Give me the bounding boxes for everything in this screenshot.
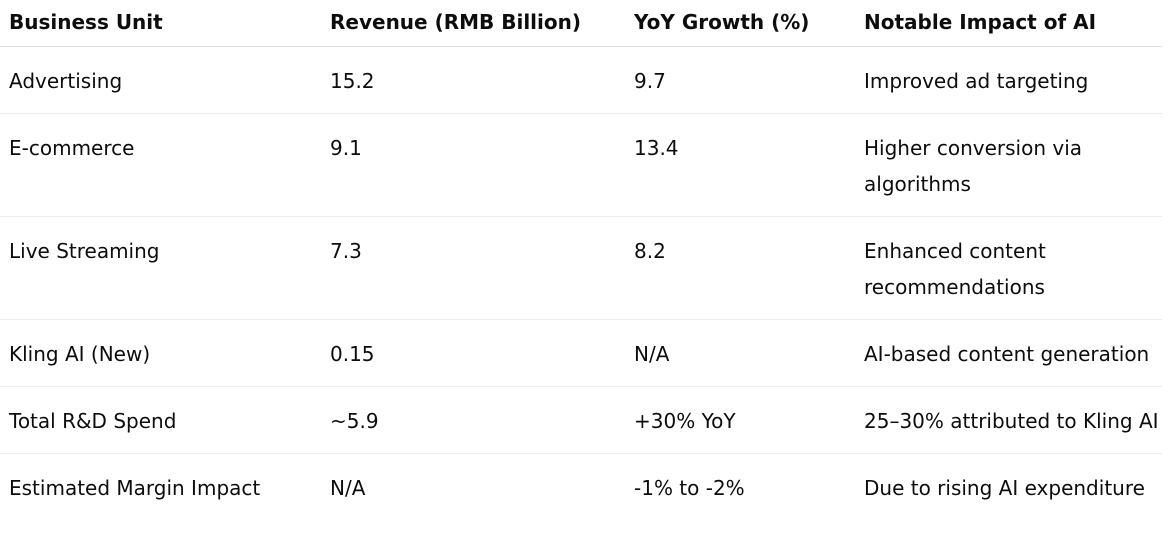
cell-revenue: 9.1	[330, 136, 362, 160]
cell-yoy-growth: -1% to -2%	[634, 476, 745, 500]
cell-ai-impact: Due to rising AI expenditure	[864, 476, 1145, 500]
cell-revenue: 15.2	[330, 69, 375, 93]
cell-yoy-growth: 9.7	[634, 69, 666, 93]
cell-yoy-growth: N/A	[634, 342, 670, 366]
table-header-row: Business Unit Revenue (RMB Billion) YoY …	[0, 0, 1162, 47]
cell-business-unit: Advertising	[9, 69, 123, 93]
cell-yoy-growth: 8.2	[634, 239, 666, 263]
table-row: Estimated Margin Impact N/A -1% to -2% D…	[0, 454, 1162, 521]
cell-revenue: 7.3	[330, 239, 362, 263]
cell-ai-impact: Improved ad targeting	[864, 69, 1089, 93]
cell-yoy-growth: 13.4	[634, 136, 679, 160]
cell-revenue: 0.15	[330, 342, 375, 366]
header-yoy-growth: YoY Growth (%)	[626, 0, 856, 47]
table-row: Advertising 15.2 9.7 Improved ad targeti…	[0, 47, 1162, 114]
header-ai-impact: Notable Impact of AI	[856, 0, 1162, 47]
table-row: E-commerce 9.1 13.4 Higher conversion vi…	[0, 114, 1162, 217]
table-row: Live Streaming 7.3 8.2 Enhanced content …	[0, 217, 1162, 320]
business-unit-table: Business Unit Revenue (RMB Billion) YoY …	[0, 0, 1162, 521]
cell-yoy-growth: +30% YoY	[634, 409, 736, 433]
cell-ai-impact: AI-based content generation	[864, 342, 1150, 366]
header-revenue: Revenue (RMB Billion)	[322, 0, 626, 47]
cell-business-unit: Estimated Margin Impact	[9, 476, 261, 500]
table-row: Total R&D Spend ~5.9 +30% YoY 25–30% att…	[0, 387, 1162, 454]
cell-revenue: N/A	[330, 476, 366, 500]
cell-revenue: ~5.9	[330, 409, 379, 433]
cell-ai-impact: Enhanced content recommendations	[864, 239, 1046, 299]
cell-ai-impact: Higher conversion via algorithms	[864, 136, 1083, 196]
cell-business-unit: Kling AI (New)	[9, 342, 151, 366]
cell-ai-impact: 25–30% attributed to Kling AI	[864, 409, 1159, 433]
header-business-unit: Business Unit	[0, 0, 322, 47]
cell-business-unit: E-commerce	[9, 136, 135, 160]
cell-business-unit: Live Streaming	[9, 239, 160, 263]
table-row: Kling AI (New) 0.15 N/A AI-based content…	[0, 320, 1162, 387]
cell-business-unit: Total R&D Spend	[9, 409, 177, 433]
